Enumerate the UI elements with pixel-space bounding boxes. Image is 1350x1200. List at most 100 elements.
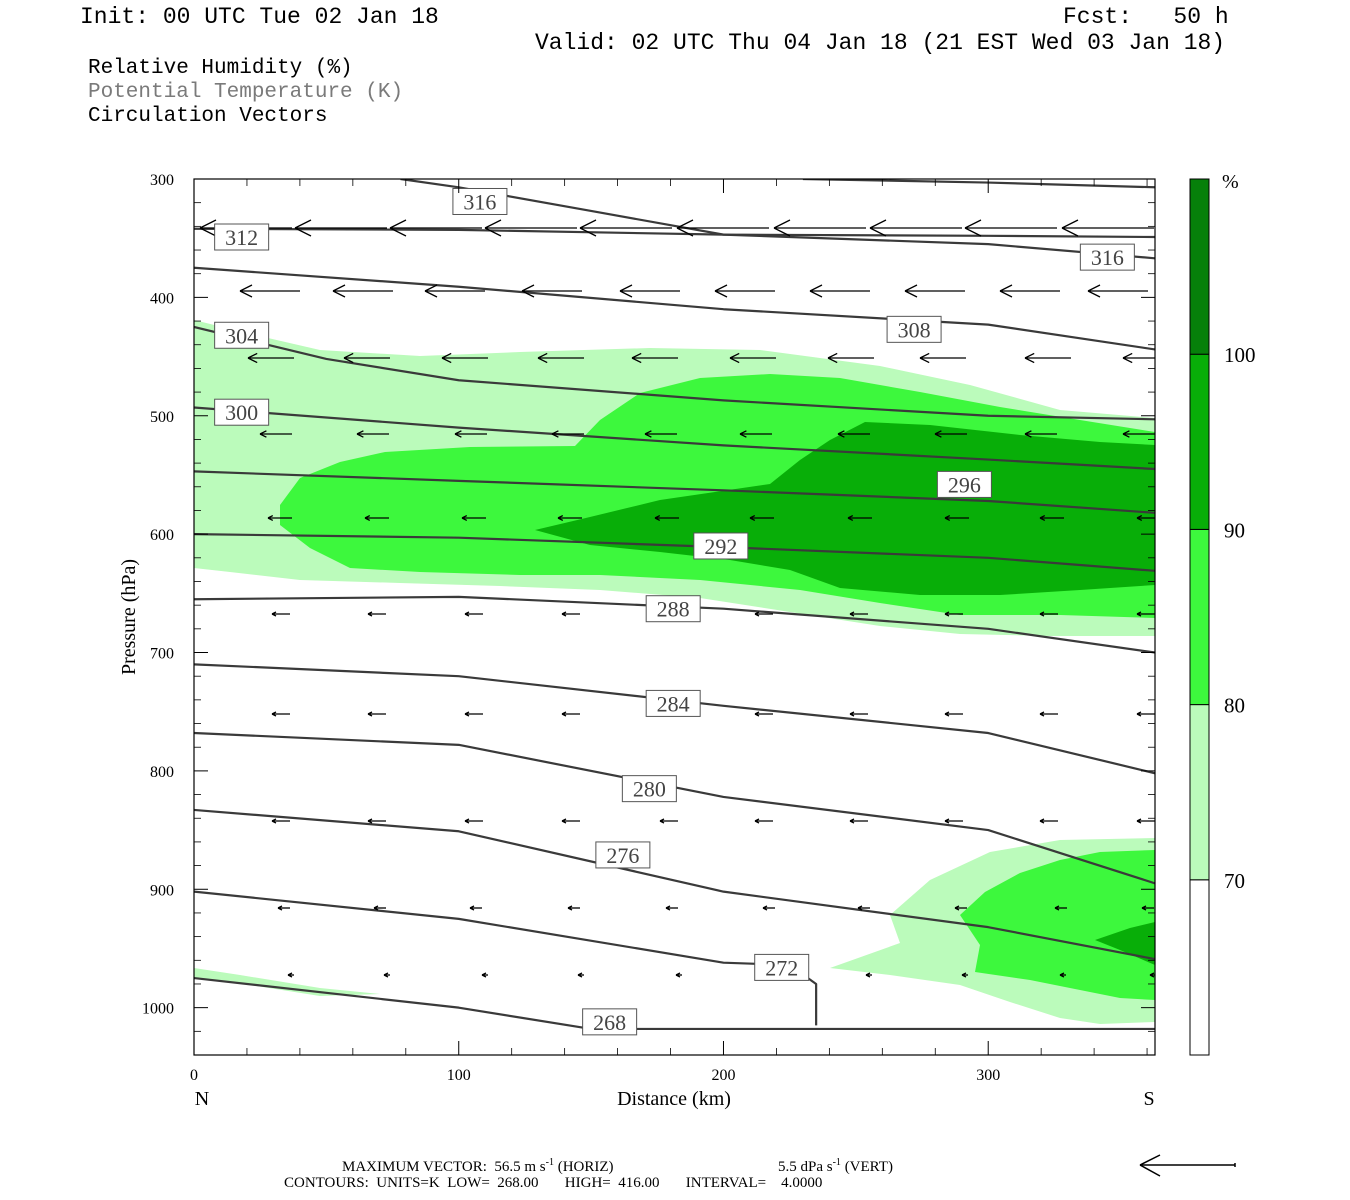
theta-label-292: 292 <box>693 532 749 560</box>
vector-arrow <box>659 818 678 824</box>
colorbar-segment <box>1189 353 1210 530</box>
colorbar-segment <box>1189 879 1210 1056</box>
vector-arrow <box>961 972 968 978</box>
vector-arrow <box>865 972 872 978</box>
y-tick-label: 300 <box>150 172 174 189</box>
vector-arrow <box>954 905 967 911</box>
theta-label-312: 312 <box>214 223 270 251</box>
vector-arrow <box>869 219 962 237</box>
y-tick-label: 500 <box>150 409 174 426</box>
theta-contour-316 <box>400 179 1155 239</box>
theta-contour-288 <box>194 595 1155 654</box>
vector-arrow <box>809 284 870 298</box>
vector-arrow <box>1039 818 1058 824</box>
vector-arrow <box>1141 905 1154 911</box>
vector-arrow <box>557 515 582 521</box>
vector-arrow <box>1149 972 1155 978</box>
vector-arrow <box>1054 905 1067 911</box>
vector-arrow <box>665 905 678 911</box>
x-tick-label: 300 <box>976 1067 1000 1084</box>
vector-arrow <box>749 515 774 521</box>
vector-arrow <box>1061 219 1154 237</box>
theta-label-316: 316 <box>452 187 508 215</box>
theta-label-308: 308 <box>886 315 942 343</box>
colorbar-segment <box>1189 528 1210 706</box>
theta-contour-276 <box>194 808 1155 961</box>
vector-arrow <box>1039 711 1058 717</box>
vector-arrow <box>561 818 580 824</box>
x-tick-label: 200 <box>711 1067 735 1084</box>
vector-arrow <box>1059 972 1066 978</box>
vector-arrow <box>561 711 580 717</box>
theta-label-text: 272 <box>765 955 798 980</box>
vector-arrow <box>919 352 966 364</box>
theta-label-304: 304 <box>214 321 270 349</box>
vector-arrow <box>739 430 772 438</box>
theta-contour-304 <box>194 325 1155 421</box>
vector-arrow <box>383 972 390 978</box>
vector-arrow <box>441 352 488 364</box>
theta-label-276: 276 <box>595 841 651 869</box>
theta-label-text: 268 <box>593 1010 626 1035</box>
vector-arrow <box>1039 611 1058 617</box>
theta-label-text: 316 <box>463 189 496 214</box>
vector-arrow <box>537 352 584 364</box>
reference-vector-arrow <box>1139 1154 1236 1177</box>
vector-arrow <box>857 905 870 911</box>
y-tick-label: 400 <box>150 290 174 307</box>
vector-arrow <box>579 219 672 237</box>
vector-arrow <box>367 818 386 824</box>
vector-arrow <box>367 711 386 717</box>
contour-info: CONTOURS: UNITS=K LOW= 268.00 HIGH= 416.… <box>284 1175 823 1191</box>
forecast-hour: Fcst: 50 h <box>1063 4 1229 30</box>
theta-label-text: 284 <box>657 691 690 716</box>
colorbar-tick-label: 100 <box>1224 343 1256 367</box>
y-tick-label: 900 <box>150 882 174 899</box>
vector-arrow <box>1122 430 1155 438</box>
init-time: Init: 00 UTC Tue 02 Jan 18 <box>80 4 439 30</box>
theta-contour-300 <box>194 406 1155 471</box>
y-tick-label: 800 <box>150 764 174 781</box>
vector-arrow <box>367 611 386 617</box>
theta-contour-316 <box>802 179 1155 189</box>
vector-arrow <box>714 284 775 298</box>
theta-label-288: 288 <box>645 595 701 623</box>
theta-contour-308 <box>194 266 1155 351</box>
theta-contour-296 <box>194 470 1155 514</box>
theta-label-text: 280 <box>633 777 666 802</box>
theta-label-text: 296 <box>948 472 981 497</box>
vector-arrow <box>754 818 773 824</box>
theta-contour-284 <box>194 663 1155 775</box>
vector-arrow <box>577 972 584 978</box>
vector-arrow <box>464 818 483 824</box>
vector-arrow <box>277 905 290 911</box>
vector-arrow <box>654 515 679 521</box>
vector-arrow <box>773 219 866 237</box>
vector-arrow <box>934 430 967 438</box>
vector-arrow <box>837 430 870 438</box>
theta-label-text: 288 <box>657 597 690 622</box>
vector-arrow <box>1087 284 1148 298</box>
vector-arrow <box>849 711 868 717</box>
vector-arrow <box>944 515 969 521</box>
y-tick-label: 700 <box>150 646 174 663</box>
valid-time: Valid: 02 UTC Thu 04 Jan 18 (21 EST Wed … <box>535 30 1226 56</box>
circulation-vectors <box>199 219 1155 978</box>
vector-arrow <box>1136 515 1155 521</box>
x-end-label-left: N <box>195 1088 209 1110</box>
vector-arrow <box>364 515 389 521</box>
vector-arrow <box>561 611 580 617</box>
theta-contour-280 <box>194 731 1155 885</box>
rh-90-region <box>535 422 1155 595</box>
vector-arrow <box>271 711 290 717</box>
vector-arrow <box>343 352 390 364</box>
vector-arrow <box>271 818 290 824</box>
x-tick-label: 0 <box>190 1067 198 1084</box>
colorbar-tick-label: 80 <box>1224 694 1245 718</box>
vector-arrow <box>1136 711 1155 717</box>
vector-arrow <box>999 284 1060 298</box>
theta-label-text: 308 <box>898 317 931 342</box>
plot-frame <box>193 178 1156 1056</box>
vector-arrow <box>332 284 393 298</box>
